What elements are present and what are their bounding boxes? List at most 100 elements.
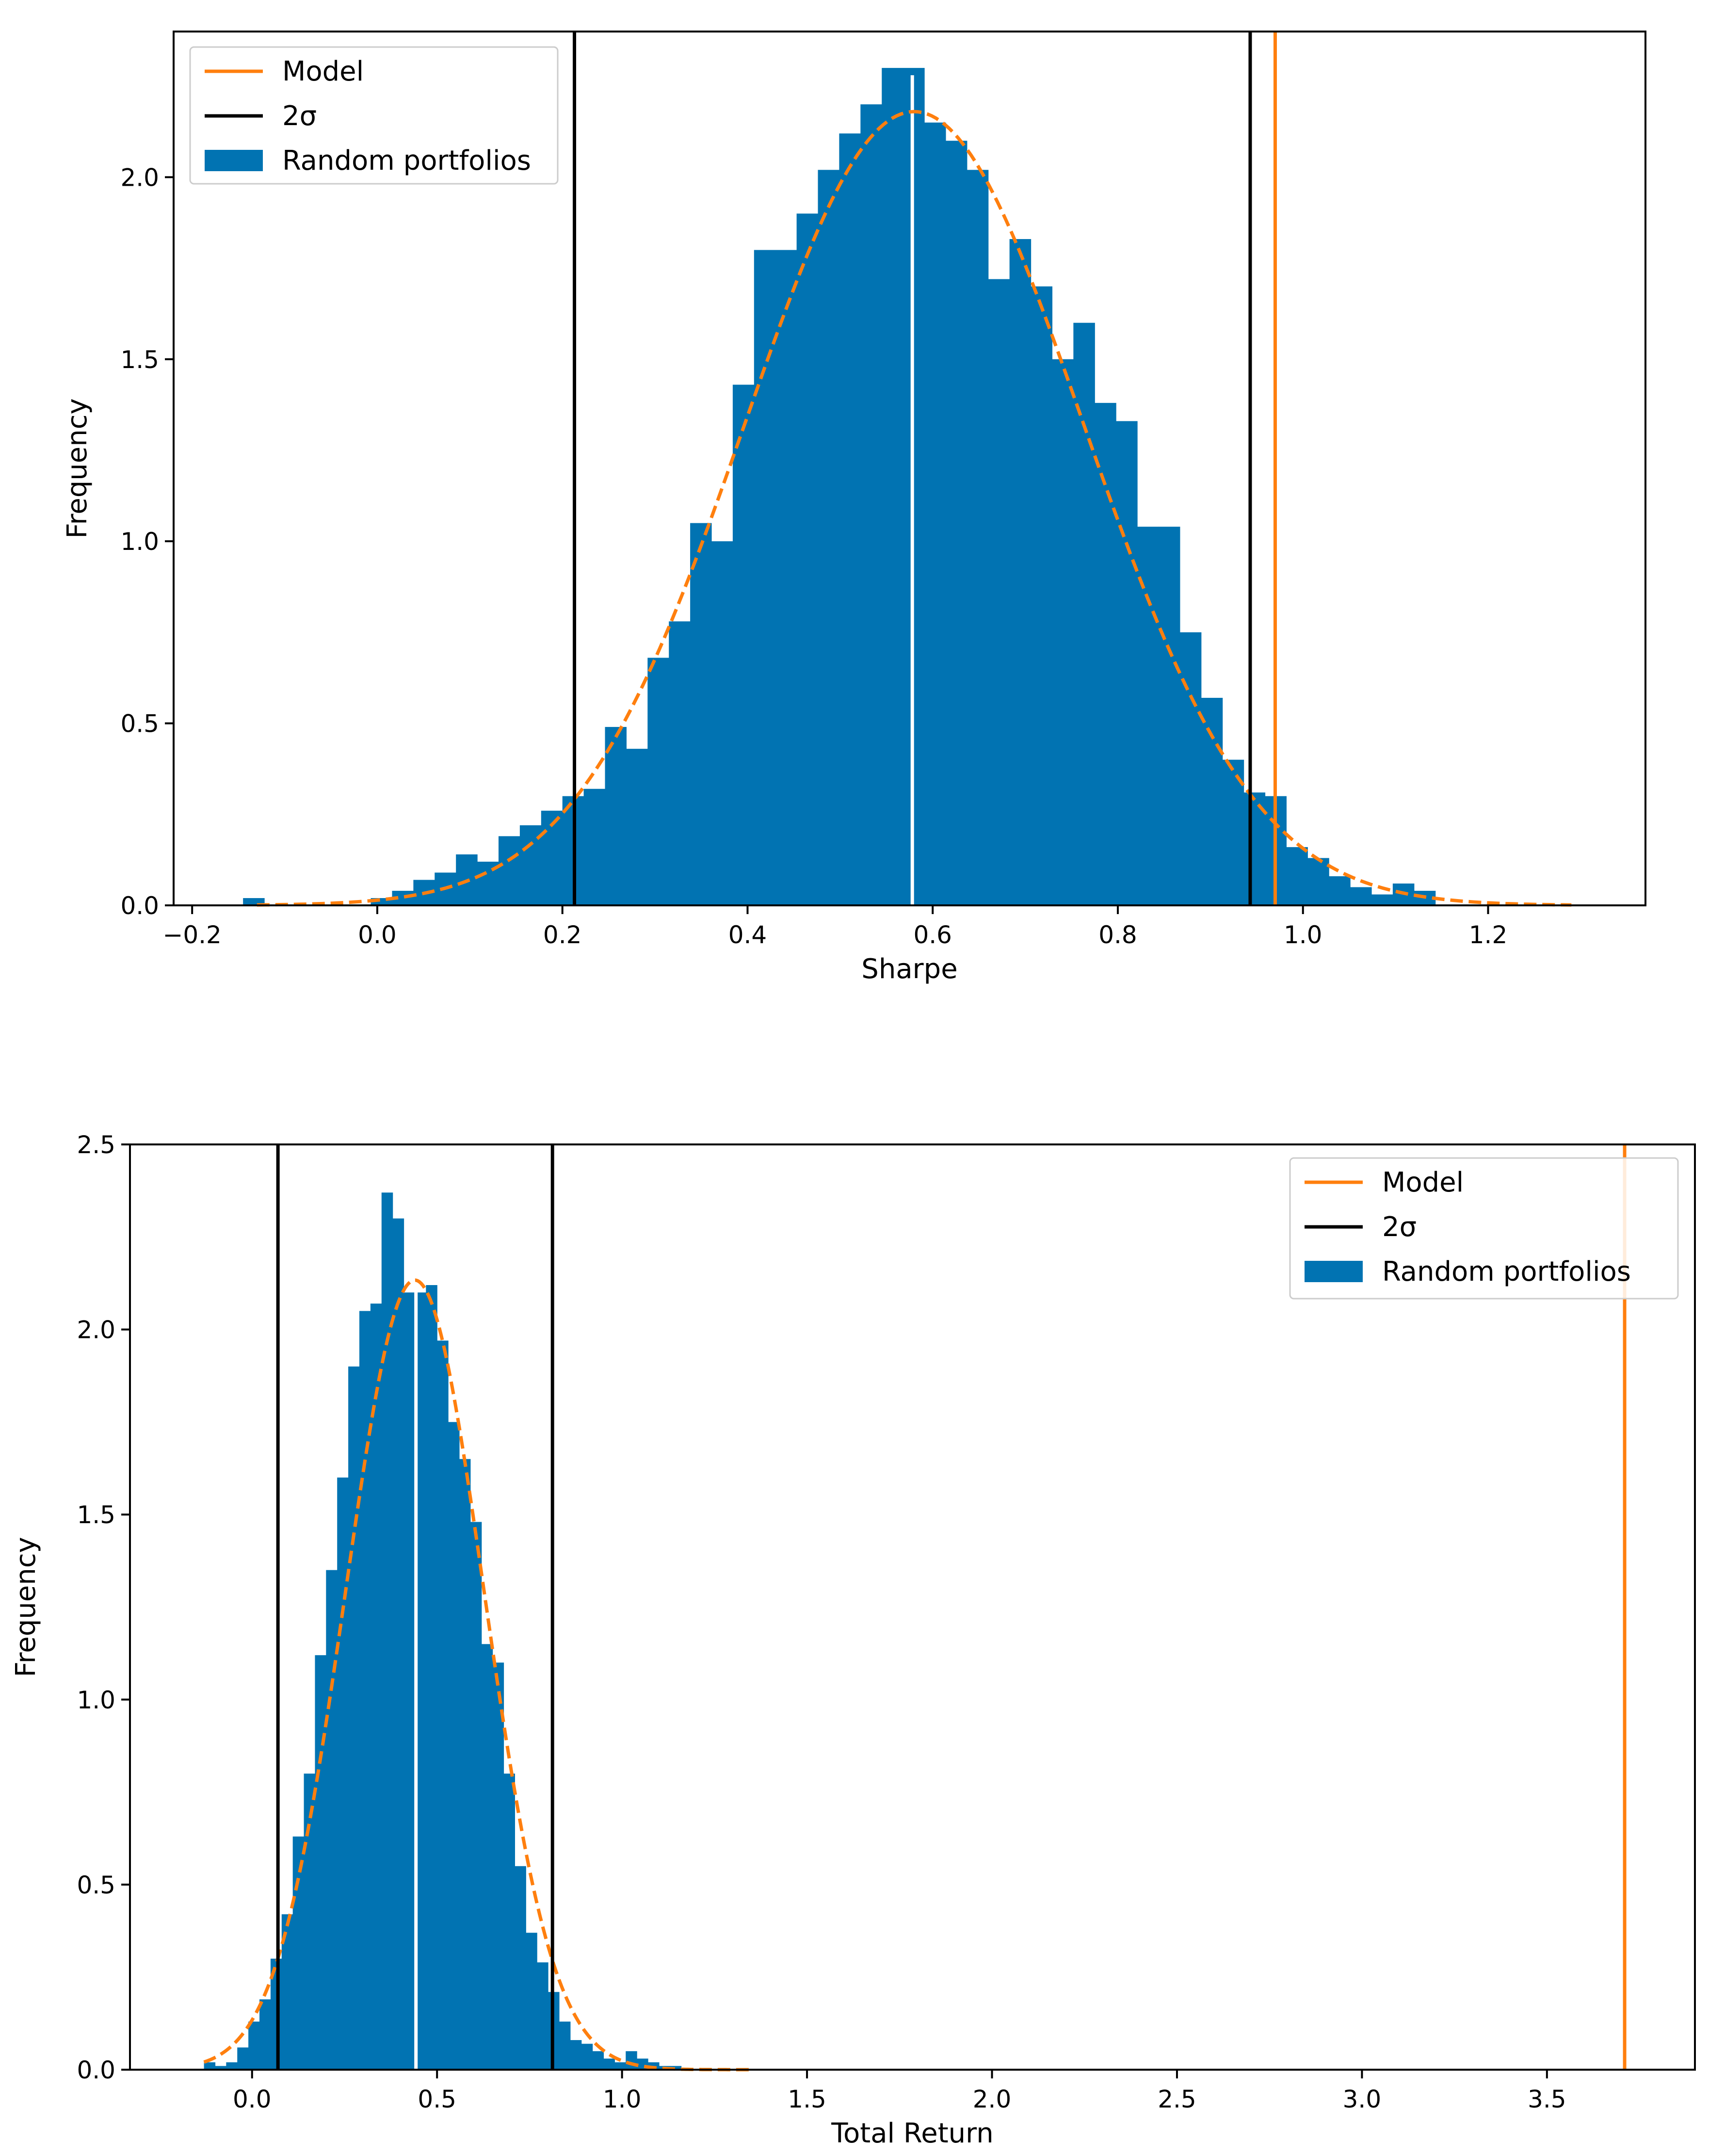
sharpe-y-tick-label: 0.5 [120, 710, 159, 738]
sharpe-hist-bar [626, 749, 648, 905]
return-hist-bar [537, 1962, 548, 2070]
return-hist-bar [415, 1292, 426, 2070]
return-hist-bar [470, 1522, 482, 2070]
return-hist-bar [592, 2051, 604, 2070]
return-hist-bar [581, 2043, 593, 2070]
sharpe-x-tick-label: 0.2 [543, 921, 582, 949]
return-hist-bar [259, 1999, 271, 2070]
sharpe-hist-bar [1179, 632, 1202, 906]
sharpe-hist-bar [1371, 894, 1393, 905]
return-hist-bar [603, 2059, 615, 2070]
return-y-tick-label: 2.0 [77, 1316, 115, 1344]
return-hist-bar [503, 1773, 515, 2070]
return-y-tick-label: 1.5 [77, 1501, 115, 1529]
return-legend-label: Model [1382, 1167, 1464, 1198]
sharpe-hist-bar [775, 250, 797, 905]
sharpe-hist-bar [839, 133, 861, 906]
sharpe-y-tick-label: 2.0 [120, 163, 159, 192]
return-hist-bar [381, 1192, 393, 2070]
sharpe-hist-bar [967, 170, 989, 905]
return-hist-bar [215, 2066, 226, 2070]
sharpe-hist-bar [583, 788, 606, 905]
sharpe-hist-bar [754, 250, 776, 905]
return-x-tick-label: 3.5 [1528, 2085, 1566, 2113]
sharpe-y-tick-label: 0.0 [120, 892, 159, 920]
sharpe-hist-bar [1073, 322, 1095, 906]
sharpe-hist-bar [860, 104, 882, 905]
return-hist-bar [448, 1422, 460, 2070]
return-x-tick-label: 3.0 [1343, 2085, 1382, 2113]
sharpe-hist-bar [732, 385, 755, 905]
sharpe-legend-patch-swatch [205, 150, 263, 171]
sharpe-hist-bar [1137, 527, 1159, 905]
return-y-tick-label: 1.0 [77, 1686, 115, 1714]
return-hist-bar [204, 2062, 216, 2070]
sharpe-hist-bar [711, 541, 733, 905]
return-hist-bar [359, 1311, 371, 2070]
return-y-tick-label: 0.5 [77, 1871, 115, 1899]
return-hist-bar [492, 1662, 504, 2070]
return-x-tick-label: 1.0 [603, 2085, 642, 2113]
return-hist-bar [237, 2047, 249, 2070]
return-hist-bar [337, 1477, 349, 2070]
return-hist-bar [392, 1218, 404, 2070]
sharpe-legend-box [189, 46, 559, 185]
return-x-tick-label: 0.0 [233, 2085, 272, 2113]
sharpe-y-tick-label: 1.5 [120, 346, 159, 374]
return-hist-bar [626, 2051, 637, 2070]
return-legend-box [1289, 1157, 1679, 1300]
return-hist-bar [515, 1866, 526, 2070]
return-hist-bar [248, 2021, 260, 2070]
sharpe-legend-label: Model [282, 56, 364, 87]
sharpe-hist-bar [796, 213, 819, 905]
return-hist-bar [348, 1366, 360, 2070]
return-hist-bar [370, 1303, 382, 2070]
sharpe-hist-bar [924, 122, 946, 906]
return-hist-bar [326, 1570, 338, 2070]
sharpe-legend: Model 2σ Random portfolios [189, 46, 559, 185]
sharpe-hist-bar [1158, 527, 1180, 905]
sharpe-x-tick-label: 0.6 [913, 921, 952, 949]
return-legend: Model 2σ Random portfolios [1289, 1157, 1679, 1300]
return-x-tick-label: 2.0 [973, 2085, 1012, 2113]
sharpe-histogram-chart: −0.2 0.0 0.2 0.4 0.6 0.8 1.0 1.20.00.51.01.52.0… [62, 31, 1646, 985]
sharpe-axes-frame [173, 31, 1646, 906]
sharpe-hist-bar [669, 621, 691, 905]
sharpe-x-tick-label: −0.2 [162, 921, 221, 949]
return-hist-bar [315, 1655, 326, 2070]
sharpe-hist-bar [1095, 402, 1116, 905]
return-x-tick-label: 1.5 [788, 2085, 826, 2113]
return-legend-patch-swatch [1305, 1261, 1363, 1282]
return-x-tick-label: 0.5 [418, 2085, 456, 2113]
return-y-axis-label: Frequency [10, 1537, 42, 1677]
return-axes-frame [129, 1143, 1696, 2071]
sharpe-hist-bar [1031, 286, 1053, 905]
sharpe-hist-bar [1201, 698, 1223, 905]
return-hist-bar [304, 1773, 316, 2070]
sharpe-x-tick-label: 0.0 [358, 921, 397, 949]
sharpe-hist-bar [818, 170, 840, 905]
sharpe-hist-bar [647, 658, 669, 905]
sharpe-x-tick-label: 0.4 [728, 921, 767, 949]
sharpe-y-tick-label: 1.0 [120, 528, 159, 556]
sharpe-x-axis-label: Sharpe [861, 953, 957, 985]
return-hist-bar [226, 2062, 238, 2070]
sharpe-hist-bar [690, 523, 712, 906]
sharpe-hist-bar [1307, 858, 1329, 905]
return-legend-label: 2σ [1382, 1211, 1417, 1243]
return-fit-curve [203, 1278, 752, 2072]
return-hist-bar [437, 1340, 449, 2070]
return-hist-bar [281, 1914, 293, 2070]
return-x-axis-label: Total Return [831, 2118, 993, 2149]
return-y-tick-label: 0.0 [77, 2056, 115, 2084]
sharpe-x-tick-label: 0.8 [1098, 921, 1137, 949]
return-hist-bar [614, 2062, 626, 2070]
return-hist-bar [670, 2066, 682, 2070]
total-return-histogram-chart: 0.0 0.5 1.0 1.5 2.0 2.5 3.0 3.5 0.0 0.5 1.0 1.5 2.0 2… [10, 1131, 1696, 2149]
sharpe-hist-bar [1350, 887, 1372, 905]
return-hist-bar [426, 1285, 437, 2070]
return-hist-bar [570, 2040, 582, 2070]
sharpe-y-axis-label: Frequency [62, 398, 93, 538]
sharpe-hist-bar [1009, 239, 1032, 906]
